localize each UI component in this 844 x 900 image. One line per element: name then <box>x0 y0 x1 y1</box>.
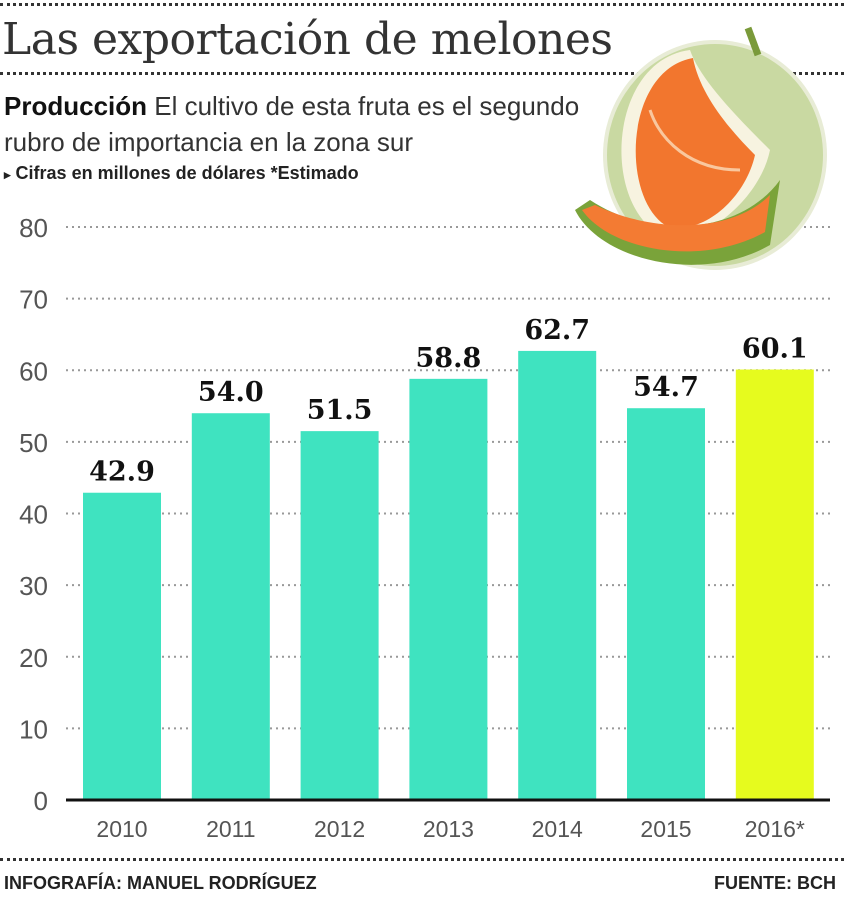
data-label: 58.8 <box>416 343 482 374</box>
y-tick-label: 0 <box>34 786 48 816</box>
top-divider <box>0 3 844 6</box>
y-tick-label: 70 <box>19 285 48 315</box>
chart-subtitle: Producción El cultivo de esta fruta es e… <box>4 88 604 160</box>
data-label: 42.9 <box>89 457 155 488</box>
x-tick-label: 2016* <box>745 816 805 842</box>
y-tick-label: 30 <box>19 571 48 601</box>
bar-2011 <box>191 413 270 800</box>
melon-icon <box>575 26 827 270</box>
y-tick-label: 40 <box>19 500 48 530</box>
bar-2014 <box>518 350 597 800</box>
y-tick-label: 60 <box>19 356 48 386</box>
subtitle-bold: Producción <box>4 91 148 121</box>
y-tick-label: 50 <box>19 428 48 458</box>
data-label: 54.7 <box>633 372 699 403</box>
bar-2012 <box>300 431 379 800</box>
chart-note: ▸ Cifras en millones de dólares *Estimad… <box>4 163 359 184</box>
x-tick-label: 2015 <box>640 816 691 842</box>
bar-2013 <box>409 378 488 800</box>
data-label: 51.5 <box>307 395 373 426</box>
title-divider <box>0 72 844 75</box>
x-tick-label: 2014 <box>532 816 583 842</box>
data-label: 60.1 <box>742 334 808 365</box>
note-text: Cifras en millones de dólares *Estimado <box>15 163 359 183</box>
y-tick-label: 80 <box>19 213 48 243</box>
x-tick-label: 2013 <box>423 816 474 842</box>
triangle-icon: ▸ <box>4 167 11 182</box>
y-tick-label: 10 <box>19 714 48 744</box>
x-tick-label: 2011 <box>206 816 255 842</box>
bar-2016 <box>735 369 814 800</box>
data-label: 54.0 <box>198 377 264 408</box>
y-tick-label: 20 <box>19 643 48 673</box>
bar-2010 <box>83 492 161 800</box>
x-tick-label: 2010 <box>96 816 147 842</box>
x-tick-label: 2012 <box>314 816 365 842</box>
footer-divider <box>0 858 844 861</box>
bar-2015 <box>627 408 705 800</box>
data-label: 62.7 <box>524 315 590 346</box>
credit: INFOGRAFÍA: MANUEL RODRÍGUEZ <box>4 873 317 893</box>
subtitle-text: El cultivo de esta fruta es el segundo r… <box>4 91 580 157</box>
source: FUENTE: BCH <box>714 873 836 893</box>
chart-title: Las exportación de melones <box>2 14 613 65</box>
